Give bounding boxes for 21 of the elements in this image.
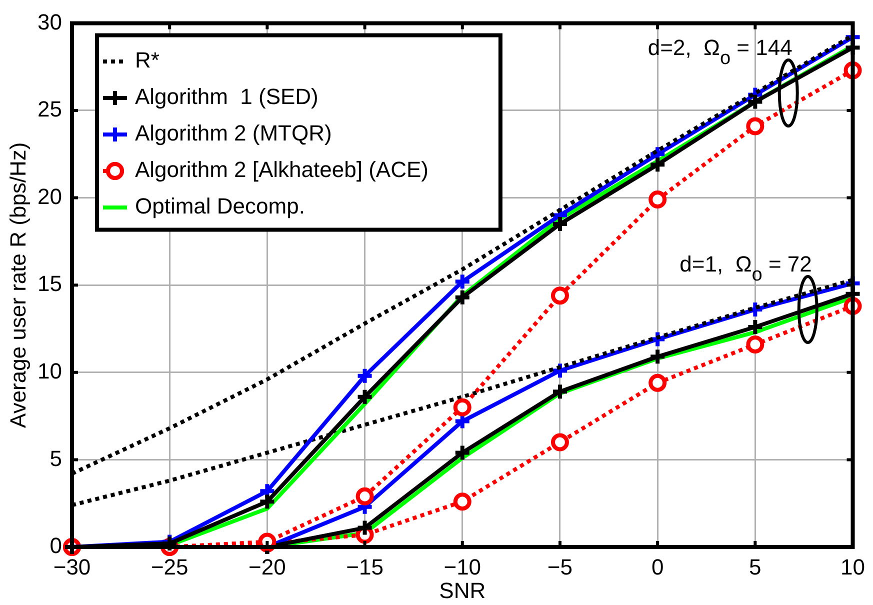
x-axis-title: SNR xyxy=(439,578,486,603)
x-tick-label: −5 xyxy=(547,554,573,580)
x-tick-label: 5 xyxy=(749,554,762,580)
x-tick-label: −10 xyxy=(444,554,482,580)
x-tick-label: −20 xyxy=(248,554,286,580)
y-tick-label: 30 xyxy=(38,9,62,34)
y-tick-label: 15 xyxy=(38,271,62,296)
y-tick-label: 20 xyxy=(38,184,62,209)
legend-label: Algorithm 2 [Alkhateeb] (ACE) xyxy=(135,157,428,182)
legend-label: Optimal Decomp. xyxy=(135,194,305,219)
x-tick-label: −15 xyxy=(346,554,384,580)
x-tick-label: 10 xyxy=(840,554,866,580)
y-tick-label: 10 xyxy=(38,358,62,384)
x-tick-label: −25 xyxy=(150,554,188,580)
y-tick-label: 5 xyxy=(50,446,62,471)
legend-label: R* xyxy=(135,48,160,73)
y-axis-title: Average user rate R (bps/Hz) xyxy=(5,142,30,428)
x-tick-label: 0 xyxy=(651,554,664,580)
legend-label: Algorithm 1 (SED) xyxy=(135,84,318,110)
legend-label: Algorithm 2 (MTQR) xyxy=(135,120,332,146)
y-tick-label: 25 xyxy=(38,96,62,122)
